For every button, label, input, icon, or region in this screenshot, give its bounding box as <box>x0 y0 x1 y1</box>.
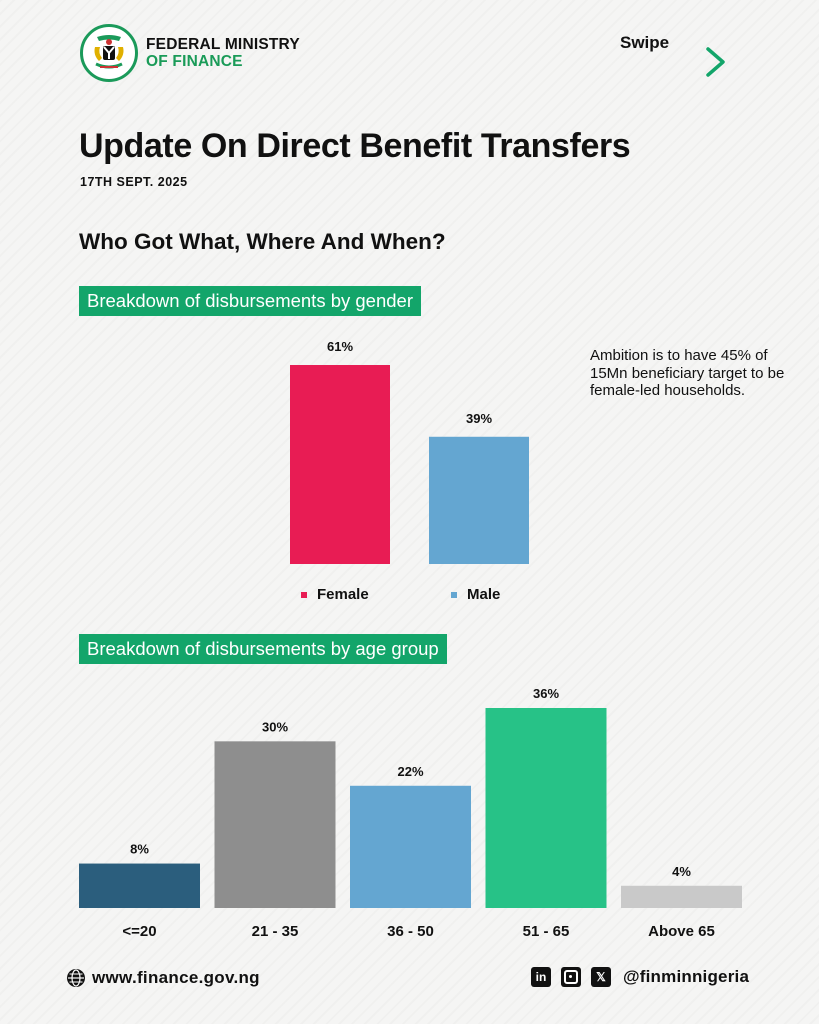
ministry-logo: FEDERAL MINISTRY OF FINANCE <box>80 24 300 82</box>
ministry-name: FEDERAL MINISTRY OF FINANCE <box>146 36 300 70</box>
bar-age-4 <box>621 885 742 908</box>
category-label-age-4: Above 65 <box>648 923 715 940</box>
legend-item-female: Female <box>301 586 369 603</box>
bar-age-2 <box>350 785 471 908</box>
swipe-label: Swipe <box>620 33 670 52</box>
gender-bar-chart: 61% 39% <box>290 339 529 564</box>
bar-age-0 <box>79 863 200 908</box>
ambition-note: Ambition is to have 45% of 15Mn benefici… <box>590 347 785 399</box>
globe-icon <box>67 969 85 987</box>
bar-female <box>290 365 390 564</box>
legend-label-male: Male <box>467 586 501 603</box>
bar-male <box>429 436 529 564</box>
ministry-name-line2: OF FINANCE <box>146 53 243 70</box>
category-label-age-2: 36 - 50 <box>387 923 434 940</box>
publish-date: 17TH SEPT. 2025 <box>80 175 188 189</box>
social-handle: @finminnigeria <box>623 967 750 986</box>
website-link[interactable]: www.finance.gov.ng <box>66 968 260 988</box>
data-label-age-4: 4% <box>672 864 691 879</box>
coat-of-arms-icon <box>80 24 138 82</box>
ministry-name-line1: FEDERAL MINISTRY <box>146 36 300 53</box>
age-chart-title: Breakdown of disbursements by age group <box>79 634 447 664</box>
bar-age-3 <box>485 708 607 908</box>
social-links: in 𝕏 @finminnigeria <box>531 967 749 987</box>
arrow-right-icon <box>498 47 725 77</box>
gender-chart-title: Breakdown of disbursements by gender <box>79 286 421 316</box>
page-subtitle: Who Got What, Where And When? <box>79 229 446 254</box>
data-label-female: 61% <box>327 339 353 354</box>
bar-age-1 <box>214 741 336 908</box>
x-twitter-icon[interactable]: 𝕏 <box>591 967 611 987</box>
legend-swatch-male <box>451 591 457 598</box>
swipe-indicator[interactable]: Swipe <box>498 30 730 80</box>
data-label-age-1: 30% <box>262 719 288 734</box>
legend-item-male: Male <box>451 586 500 603</box>
data-label-male: 39% <box>466 411 492 426</box>
category-label-age-0: <=20 <box>122 923 156 940</box>
instagram-icon[interactable] <box>561 967 581 987</box>
category-label-age-3: 51 - 65 <box>523 923 570 940</box>
data-label-age-2: 22% <box>397 764 423 779</box>
website-url: www.finance.gov.ng <box>92 968 260 987</box>
age-bar-chart: 8% <=20 30% 21 - 35 22% 36 - 50 36% 51 - 65 4% Ab… <box>79 686 742 940</box>
data-label-age-3: 36% <box>533 686 559 701</box>
legend-swatch-female <box>301 591 307 598</box>
linkedin-icon[interactable]: in <box>531 967 551 987</box>
page-title: Update On Direct Benefit Transfers <box>79 127 631 165</box>
legend-label-female: Female <box>317 586 369 603</box>
category-label-age-1: 21 - 35 <box>252 923 299 940</box>
data-label-age-0: 8% <box>130 842 149 857</box>
